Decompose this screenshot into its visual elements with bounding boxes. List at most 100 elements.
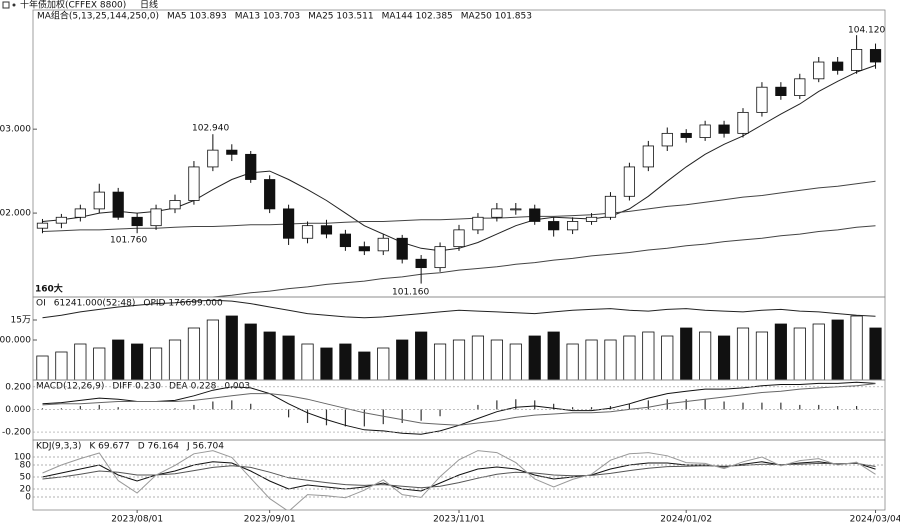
x-tick-label: 2023/09/01 bbox=[244, 515, 296, 525]
price-annotation: 102.940 bbox=[192, 124, 229, 134]
candle-body bbox=[472, 216, 484, 231]
candle-body bbox=[55, 216, 68, 224]
volume-bar bbox=[528, 335, 541, 380]
volume-bar bbox=[433, 343, 447, 380]
candle-body bbox=[869, 49, 882, 63]
panel-plot bbox=[36, 35, 882, 297]
indicator-line bbox=[42, 180, 876, 232]
y-tick-label: 102.000 bbox=[0, 209, 31, 219]
y-tick-label: 100 bbox=[14, 453, 31, 463]
candle-body bbox=[93, 191, 105, 210]
indicator-header: OPID 176699.000 bbox=[143, 299, 223, 309]
volume-bar bbox=[642, 331, 655, 380]
candle-body bbox=[548, 221, 560, 231]
candle-body bbox=[74, 208, 86, 218]
panel-plot bbox=[42, 450, 876, 510]
price-annotation: 101.760 bbox=[110, 236, 147, 246]
volume-bar bbox=[93, 347, 106, 380]
y-tick-label: 10000.000 bbox=[0, 336, 31, 346]
candle-body bbox=[604, 195, 617, 218]
y-tick-label: -0.200 bbox=[2, 428, 31, 438]
x-tick-label: 2023/11/01 bbox=[433, 515, 485, 525]
candle-body bbox=[453, 229, 465, 248]
y-tick-label: 103.000 bbox=[0, 125, 31, 135]
y-tick-label: 15万 bbox=[11, 316, 31, 326]
indicator-line bbox=[42, 299, 876, 319]
candle-body bbox=[699, 124, 711, 138]
volume-bar bbox=[812, 323, 825, 380]
candle-body bbox=[775, 86, 787, 96]
indicator-header: MA5 103.893 bbox=[167, 12, 227, 22]
volume-bar bbox=[282, 335, 295, 380]
candle-body bbox=[585, 216, 598, 222]
volume-bar bbox=[699, 331, 712, 380]
volume-bar bbox=[831, 319, 844, 380]
y-tick-label: 80 bbox=[20, 461, 32, 471]
volume-bar bbox=[793, 327, 806, 380]
volume-bar bbox=[547, 331, 560, 380]
candle-body bbox=[661, 132, 673, 147]
corner-label: 160大 bbox=[35, 283, 63, 295]
volume-bar bbox=[396, 339, 409, 380]
candle-body bbox=[491, 208, 503, 218]
candle-body bbox=[150, 208, 162, 227]
indicator-header: MA13 103.703 bbox=[235, 12, 300, 22]
candle-body bbox=[282, 208, 295, 239]
volume-bar bbox=[301, 343, 314, 380]
candle-body bbox=[510, 208, 522, 211]
indicator-header: MA25 103.511 bbox=[308, 12, 373, 22]
volume-bar bbox=[452, 339, 466, 380]
volume-bar bbox=[225, 315, 238, 380]
menu-icon[interactable] bbox=[2, 1, 10, 9]
volume-bar bbox=[471, 335, 485, 380]
volume-bar bbox=[339, 343, 352, 380]
volume-bar bbox=[55, 351, 68, 380]
candle-body bbox=[718, 124, 730, 134]
volume-bar bbox=[187, 327, 201, 380]
indicator-header: 61241.000(52:48) bbox=[54, 299, 136, 309]
volume-bar bbox=[320, 347, 333, 380]
volume-bar bbox=[755, 331, 769, 380]
volume-bar bbox=[566, 343, 579, 380]
indicator-header: OI bbox=[36, 299, 46, 309]
indicator-line bbox=[42, 383, 876, 426]
candle-body bbox=[131, 216, 143, 227]
indicator-header: DEA 0.228 bbox=[169, 382, 217, 392]
indicator-line bbox=[42, 461, 876, 492]
indicator-header: J 56.704 bbox=[186, 442, 224, 452]
x-tick-label: 2024/03/04 bbox=[850, 515, 900, 525]
panel-plot bbox=[41, 381, 877, 435]
volume-bar bbox=[850, 315, 863, 380]
candle-body bbox=[339, 233, 352, 248]
volume-bar bbox=[736, 327, 750, 380]
candle-body bbox=[320, 225, 333, 235]
volume-bar bbox=[604, 339, 617, 380]
candle-body bbox=[301, 225, 314, 239]
candle-body bbox=[680, 132, 692, 138]
volume-bar bbox=[869, 327, 882, 380]
price-annotation: 101.160 bbox=[392, 288, 429, 298]
indicator-header: MA组合(5,13,25,144,250,0) bbox=[37, 10, 159, 22]
volume-bar bbox=[206, 319, 219, 380]
volume-bar bbox=[509, 343, 522, 380]
indicator-header: KDJ(9,3,3) bbox=[36, 442, 81, 452]
candle-body bbox=[188, 166, 200, 201]
period[interactable]: 日线 bbox=[140, 0, 158, 11]
candle-body bbox=[832, 61, 844, 71]
indicator-header: MA144 102.385 bbox=[382, 12, 453, 22]
dot-icon bbox=[12, 3, 16, 7]
volume-bar bbox=[168, 339, 182, 380]
price-annotation: 104.120 bbox=[848, 26, 885, 36]
volume-bar bbox=[358, 351, 371, 380]
indicator-header: D 76.164 bbox=[138, 442, 180, 452]
volume-bar bbox=[490, 339, 503, 380]
volume-bar bbox=[112, 339, 125, 380]
volume-bar bbox=[36, 355, 49, 380]
candle-body bbox=[169, 200, 181, 210]
y-tick-label: 0.000 bbox=[5, 405, 31, 415]
volume-bar bbox=[661, 335, 674, 380]
volume-bar bbox=[149, 347, 163, 380]
